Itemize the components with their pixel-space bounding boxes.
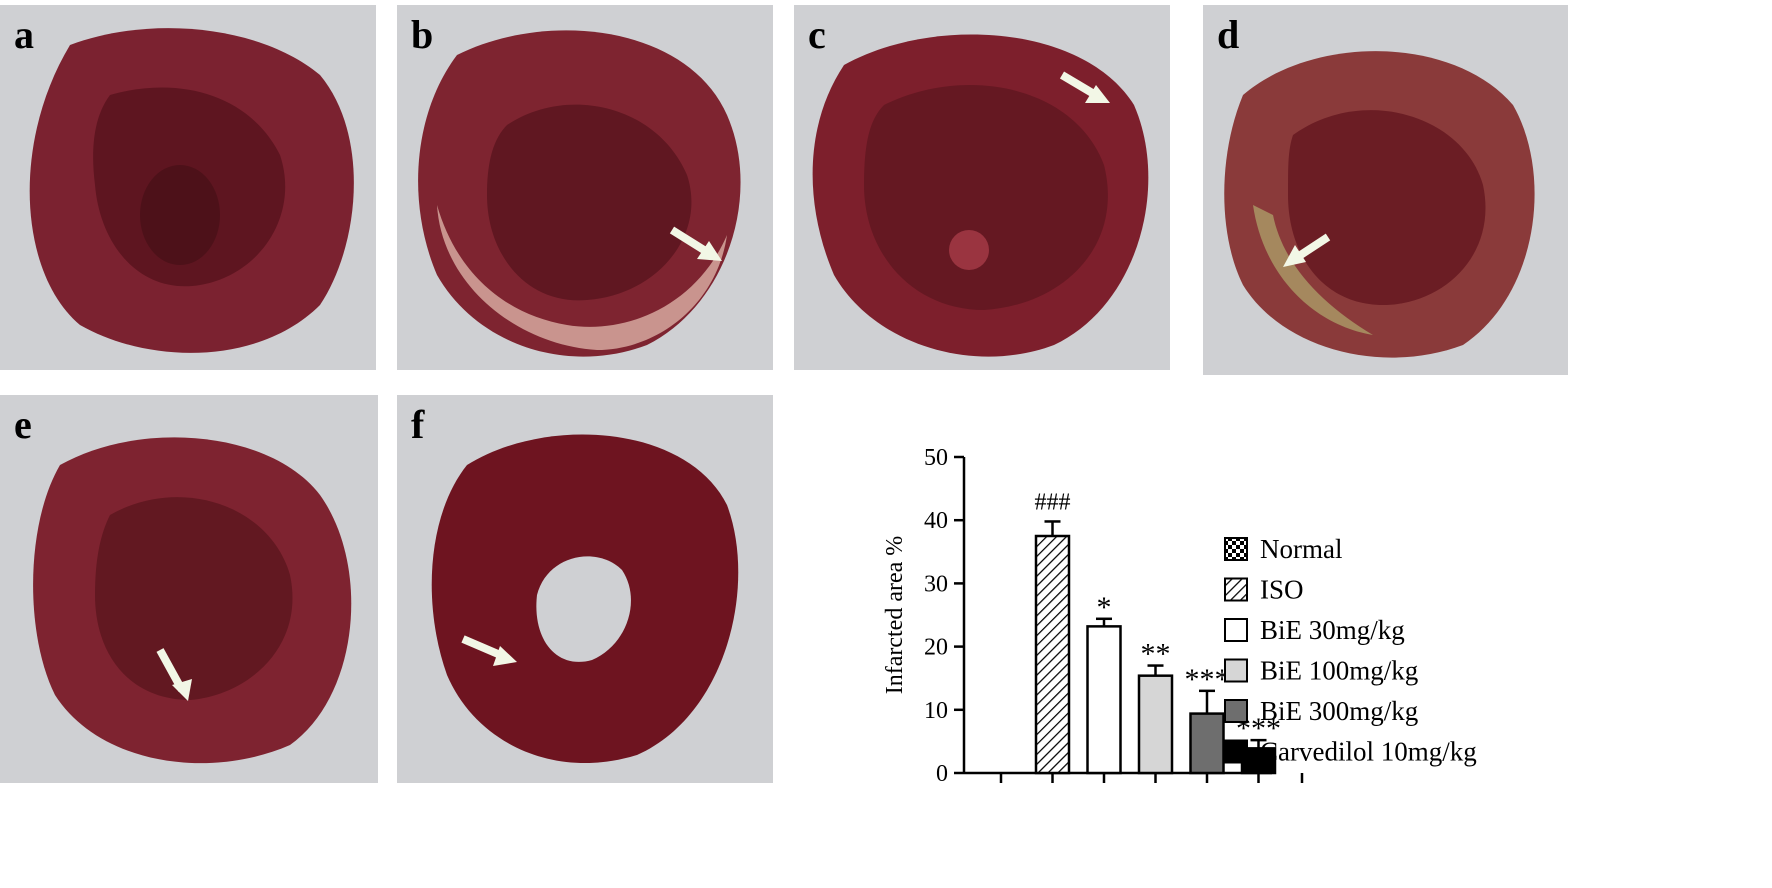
legend-entry: BiE 100mg/kg — [1260, 656, 1418, 686]
bar — [1086, 625, 1122, 775]
photo-panel-e: e — [0, 395, 378, 783]
significance-label: * — [1097, 591, 1112, 624]
legend-entry: Carvedilol 10mg/kg — [1260, 737, 1477, 767]
heart-slice-image — [33, 437, 352, 764]
bar — [1137, 674, 1174, 775]
panel-label: a — [14, 12, 34, 57]
arrow-icon — [669, 226, 722, 261]
panel-label: e — [14, 402, 32, 447]
significance-label: *** — [1185, 663, 1230, 696]
y-axis-label: Infarcted area % — [882, 536, 908, 695]
y-tick-label: 30 — [924, 571, 948, 597]
arrow-icon — [461, 635, 517, 666]
legend-entry: Normal — [1260, 534, 1342, 564]
y-tick-label: 0 — [936, 761, 948, 787]
photo-panel-c: c — [794, 5, 1170, 370]
photo-panel-f: f — [397, 395, 773, 783]
arrow-icon — [156, 648, 192, 701]
bar — [1189, 712, 1225, 775]
legend-entry: BiE 30mg/kg — [1260, 615, 1405, 645]
panel-label: f — [411, 402, 425, 447]
photo-panel-d: d — [1203, 5, 1568, 375]
legend-swatch — [1224, 618, 1248, 642]
legend-swatch — [1224, 537, 1248, 561]
legend-entry: ISO — [1260, 575, 1304, 605]
heart-slice-image — [29, 28, 354, 353]
legend-swatch — [1224, 699, 1248, 723]
significance-label: ** — [1141, 638, 1171, 671]
arrow-icon — [1059, 71, 1110, 103]
bar — [1034, 534, 1071, 775]
panel-label: c — [808, 12, 826, 57]
y-tick-label: 50 — [924, 445, 948, 471]
photo-panel-b: b — [397, 5, 773, 370]
y-tick-label: 20 — [924, 635, 948, 661]
y-tick-label: 40 — [924, 508, 948, 534]
y-tick-label: 10 — [924, 698, 948, 724]
photo-panel-a: a — [0, 5, 376, 370]
legend-entry: BiE 300mg/kg — [1260, 696, 1418, 726]
legend-swatch — [1224, 658, 1248, 683]
panel-label: b — [411, 12, 434, 57]
heart-slice-image — [1224, 51, 1535, 358]
significance-label: ### — [1035, 489, 1071, 515]
legend: Normal ISO BiE 30mg/kg BiE 100mg/kg BiE 300m… — [1224, 534, 1477, 767]
heart-slice-image — [418, 30, 741, 357]
heart-slice-image — [812, 34, 1149, 357]
arrow-icon — [1283, 233, 1331, 267]
panel-label: d — [1217, 12, 1240, 57]
legend-swatch — [1224, 577, 1248, 602]
heart-slice-image — [431, 434, 739, 764]
legend-swatch — [1224, 739, 1248, 764]
